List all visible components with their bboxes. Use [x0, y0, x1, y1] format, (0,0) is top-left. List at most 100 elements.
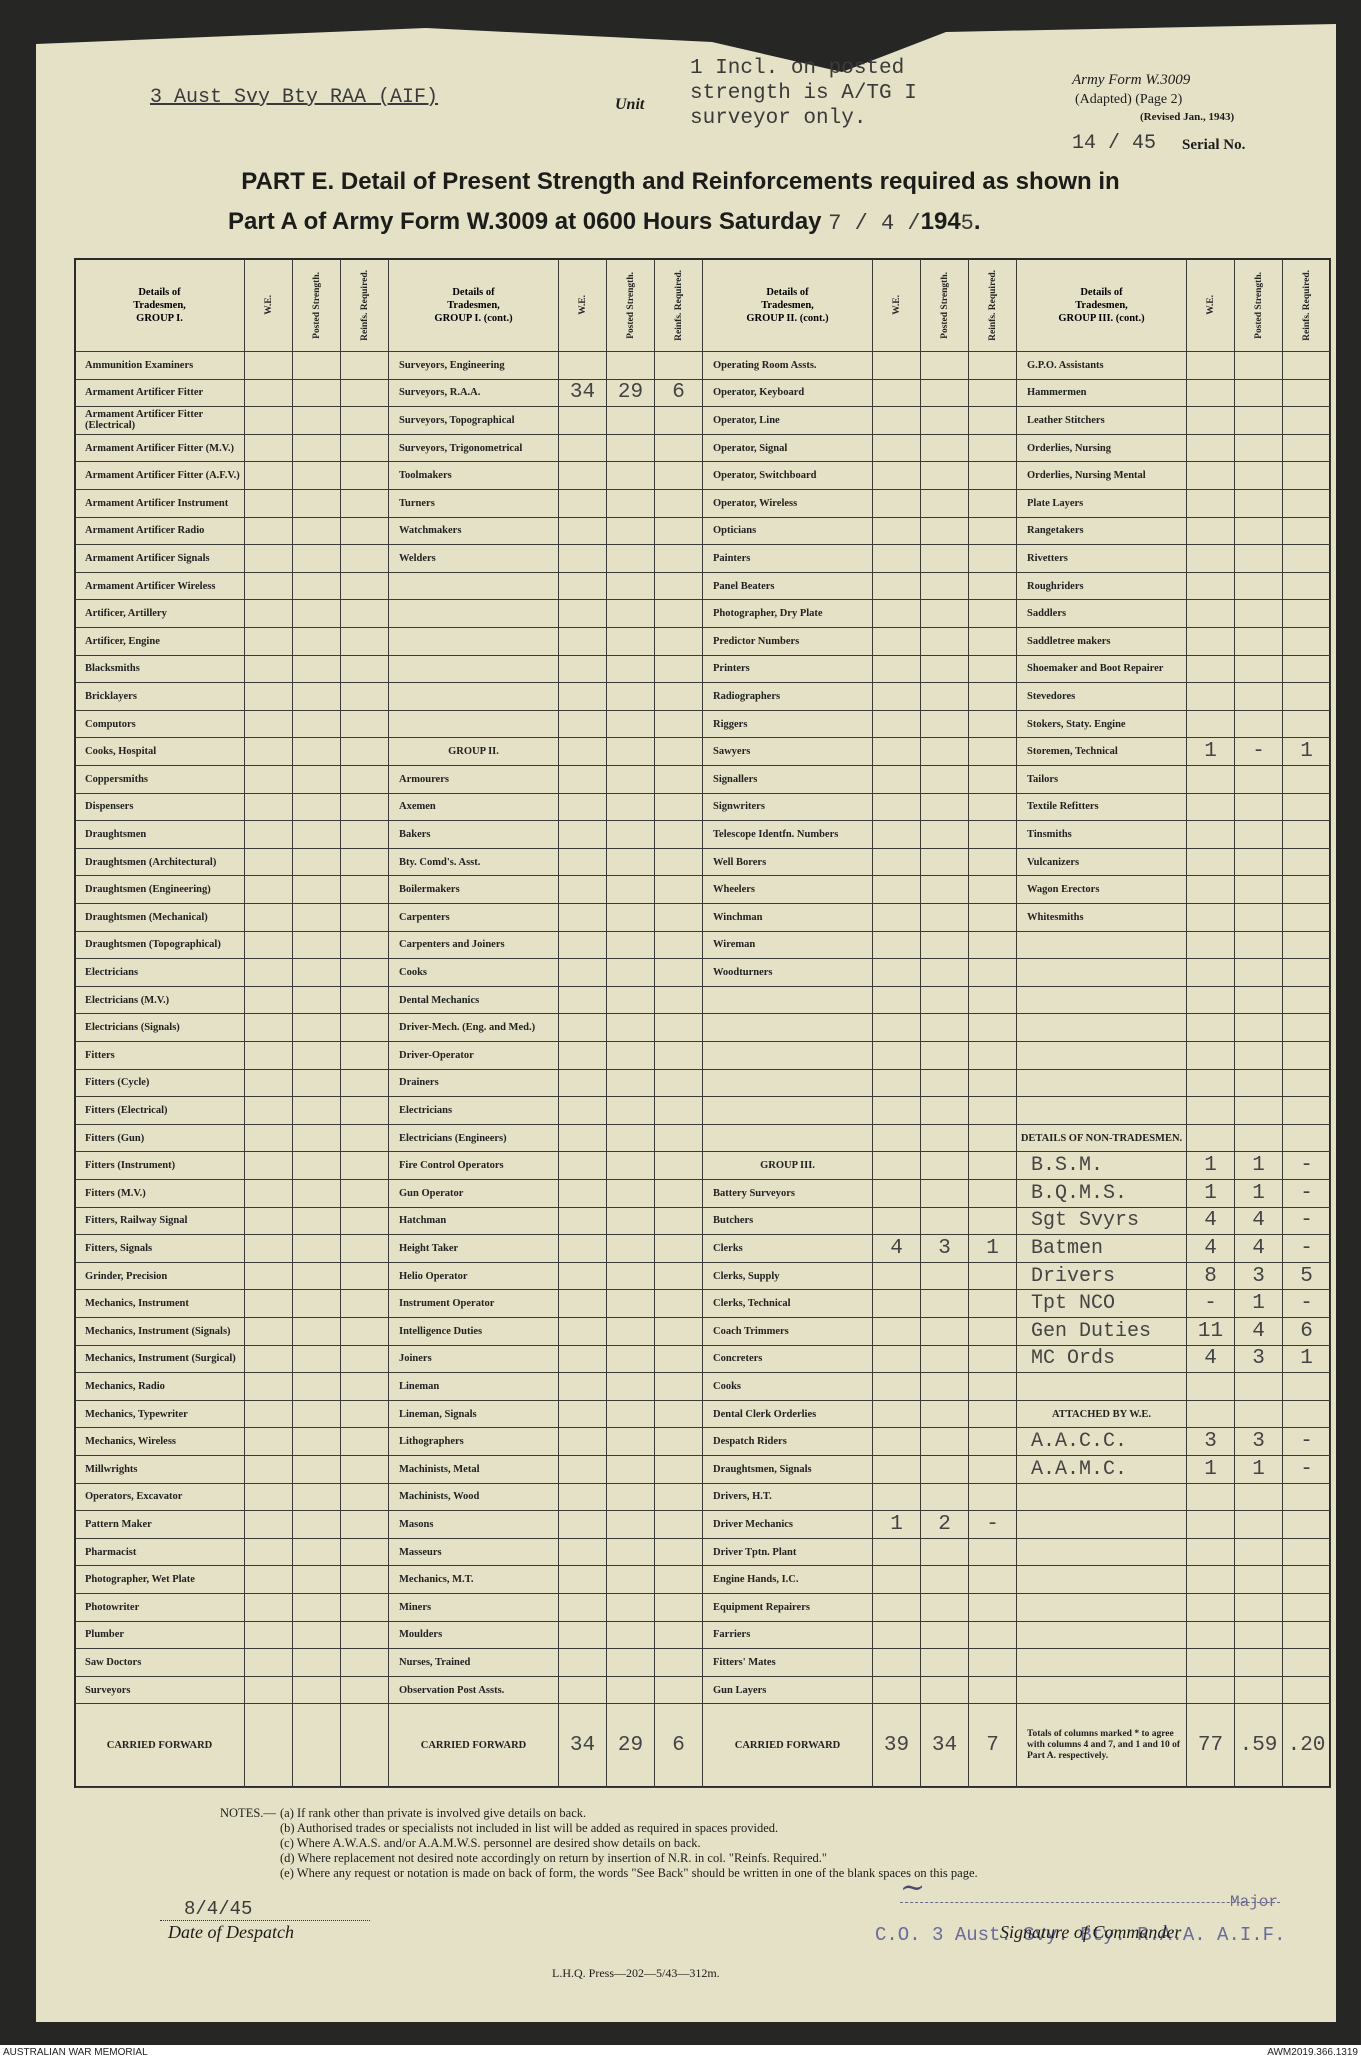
- value-cell: [607, 1235, 655, 1263]
- value-cell: [293, 379, 341, 408]
- value-cell: [607, 959, 655, 987]
- value-cell: [607, 904, 655, 932]
- title-text: Part A of Army Form W.3009 at 0600 Hours…: [228, 208, 822, 235]
- note: 1 Incl. on posted strength is A/TG I sur…: [690, 57, 917, 130]
- value-cell: [655, 462, 703, 490]
- trade-name: Draughtsmen, Signals: [713, 1463, 812, 1475]
- trade-name: Mechanics, Typewriter: [85, 1408, 188, 1420]
- value-cell: [607, 1345, 655, 1374]
- title-date: 7 / 4 /: [828, 211, 921, 236]
- row-label: Electricians (Engineers): [389, 1124, 559, 1153]
- value-cell: [969, 352, 1017, 380]
- value-cell: [1235, 434, 1283, 463]
- value-cell: [969, 1262, 1017, 1291]
- trade-name: Electricians (M.V.): [85, 994, 170, 1006]
- value-cell: [341, 1483, 389, 1512]
- row-label: Saw Doctors: [75, 1649, 245, 1677]
- despatch-date: 8/4/45: [184, 1898, 253, 1920]
- value-cell: [293, 904, 341, 932]
- value-cell: [921, 876, 969, 904]
- trade-name: Tailors: [1027, 773, 1059, 785]
- trade-name: Masseurs: [399, 1546, 442, 1558]
- value-cell: [1187, 462, 1235, 490]
- trade-name: Joiners: [399, 1353, 432, 1365]
- value-cell: [293, 986, 341, 1015]
- value-cell: [607, 1152, 655, 1180]
- value-cell: [969, 517, 1017, 546]
- title-end: .: [973, 208, 981, 235]
- value-cell: [341, 1594, 389, 1622]
- row-label: Roughriders: [1017, 572, 1187, 601]
- value-cell: [969, 434, 1017, 463]
- row-label: Coach Trimmers: [703, 1318, 873, 1346]
- value-cell: [969, 766, 1017, 794]
- trade-name: Armament Artificer Fitter: [85, 387, 204, 399]
- section-heading: ATTACHED BY W.E.: [1052, 1408, 1151, 1420]
- row-label: [703, 986, 873, 1015]
- row-label: Whitesmiths: [1017, 904, 1187, 932]
- trade-name: Cooks: [713, 1380, 742, 1392]
- value: 6: [1300, 1319, 1313, 1343]
- value-cell: [873, 986, 921, 1015]
- row-label: Nurses, Trained: [389, 1649, 559, 1677]
- row-label: Boilermakers: [389, 876, 559, 904]
- value-cell: [559, 1621, 607, 1650]
- trade-name: Drivers: [1031, 1264, 1116, 1288]
- row-label: Wagon Erectors: [1017, 876, 1187, 904]
- value-cell: [655, 572, 703, 601]
- value-cell: [1235, 1676, 1283, 1705]
- value-cell: [969, 1318, 1017, 1346]
- row-label: Coppersmiths: [75, 766, 245, 794]
- value-cell: [607, 1649, 655, 1677]
- value-cell: -: [1187, 1290, 1235, 1318]
- row-label: Miners: [389, 1594, 559, 1622]
- value-cell: [1187, 876, 1235, 904]
- value-cell: [1187, 1621, 1235, 1650]
- trade-name: Butchers: [713, 1215, 754, 1227]
- value-cell: [969, 848, 1017, 877]
- value-cell: [293, 1566, 341, 1594]
- value: 11: [1197, 1319, 1224, 1343]
- value-cell: [607, 1373, 655, 1401]
- value-cell: [969, 379, 1017, 408]
- row-label: Ammunition Examiners: [75, 352, 245, 380]
- trade-name: Blacksmiths: [85, 663, 140, 675]
- trade-name: Shoemaker and Boot Repairer: [1027, 663, 1164, 675]
- value-cell: [607, 710, 655, 739]
- value-cell: [873, 904, 921, 932]
- value-cell: [873, 572, 921, 601]
- title-year-typed: 5: [960, 211, 974, 236]
- trade-name: Gun Operator: [399, 1187, 464, 1199]
- row-label: [1017, 1649, 1187, 1677]
- value-cell: [655, 1124, 703, 1153]
- value-cell: [1187, 1042, 1235, 1070]
- row-label: Joiners: [389, 1345, 559, 1374]
- value-cell: [1187, 710, 1235, 739]
- value-cell: [607, 352, 655, 380]
- trade-name: Carpenters and Joiners: [399, 939, 505, 951]
- row-label: [1017, 931, 1187, 960]
- unit-label: Unit: [615, 96, 645, 113]
- trade-name: Welders: [399, 552, 436, 564]
- value-cell: [293, 1152, 341, 1180]
- value-cell: [655, 517, 703, 546]
- value-cell: [1283, 848, 1331, 877]
- value-cell: [1187, 931, 1235, 960]
- value-cell: 1: [1235, 1152, 1283, 1180]
- value-cell: [969, 490, 1017, 518]
- value-cell: [559, 1207, 607, 1236]
- trade-name: Dispensers: [85, 801, 134, 813]
- row-label: Operator, Wireless: [703, 490, 873, 518]
- value-cell: [607, 931, 655, 960]
- value-cell: [245, 1566, 293, 1594]
- row-label: Telescope Identfn. Numbers: [703, 821, 873, 849]
- trade-name: Electricians: [399, 1104, 453, 1116]
- carried-value-text: 6: [672, 1734, 685, 1758]
- value-cell: 34: [559, 379, 607, 408]
- value-cell: [969, 1097, 1017, 1125]
- trade-name: Sawyers: [713, 746, 751, 758]
- value-cell: [655, 1511, 703, 1539]
- value-cell: [341, 434, 389, 463]
- row-label: Sgt Svyrs: [1017, 1207, 1187, 1236]
- value: 1: [1204, 1457, 1217, 1481]
